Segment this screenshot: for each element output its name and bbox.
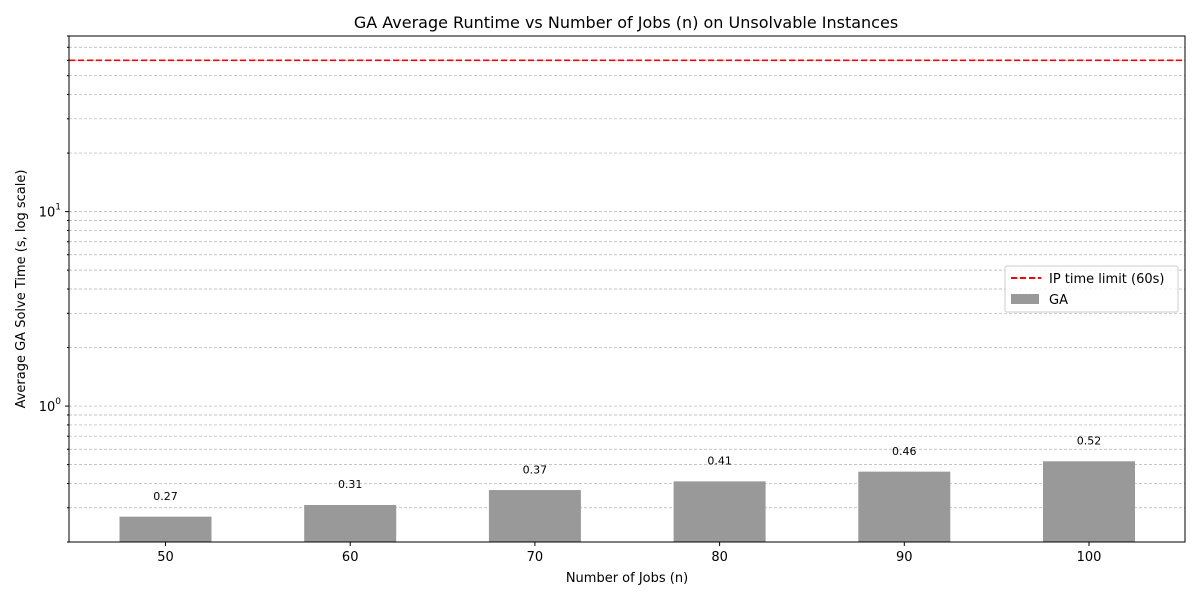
data-label: 0.31 <box>338 478 363 491</box>
legend-entry-ga: GA <box>1049 293 1068 308</box>
x-tick-label: 80 <box>711 550 728 565</box>
bars <box>119 461 1135 542</box>
bar <box>1043 461 1135 542</box>
data-labels: 0.27 0.31 0.37 0.41 0.46 0.52 <box>153 435 1101 503</box>
data-label: 0.37 <box>523 463 548 476</box>
x-tick-label: 60 <box>342 550 359 565</box>
x-tick-label: 90 <box>896 550 913 565</box>
y-axis-label: Average GA Solve Time (s, log scale) <box>14 170 29 409</box>
data-label: 0.46 <box>892 445 917 458</box>
bar <box>119 516 212 542</box>
bar <box>673 481 766 542</box>
y-axis-ticks: 100 101 <box>39 35 69 543</box>
x-axis-ticks: 50 60 70 80 90 100 <box>157 542 1101 565</box>
x-tick-label: 50 <box>157 550 174 565</box>
x-tick-label: 70 <box>527 550 544 565</box>
data-label: 0.52 <box>1077 435 1102 448</box>
legend-box <box>1004 265 1179 313</box>
x-tick-label: 100 <box>1077 550 1102 565</box>
data-label: 0.27 <box>153 490 178 503</box>
legend-entry-reference: IP time limit (60s) <box>1049 272 1165 287</box>
bar <box>304 504 397 542</box>
y-tick-label: 100 <box>39 397 62 415</box>
legend: IP time limit (60s) GA <box>1004 265 1179 313</box>
legend-ga-swatch <box>1011 294 1039 304</box>
data-label: 0.41 <box>707 455 732 468</box>
bar <box>858 471 951 542</box>
x-axis-label: Number of Jobs (n) <box>566 571 688 586</box>
chart-title: GA Average Runtime vs Number of Jobs (n)… <box>354 13 898 32</box>
bar <box>488 490 581 542</box>
y-tick-label: 101 <box>39 203 61 221</box>
